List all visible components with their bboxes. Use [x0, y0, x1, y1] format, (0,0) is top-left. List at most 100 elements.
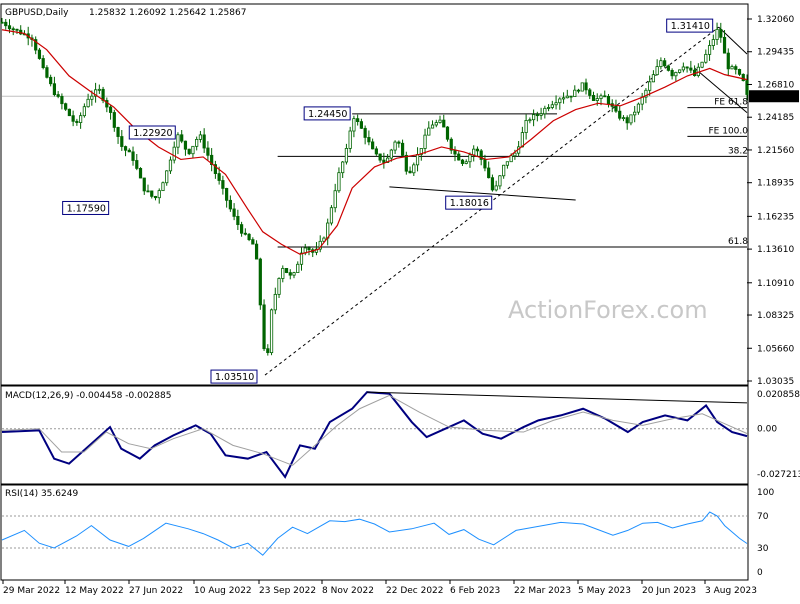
price-tick-label: 1.21560 — [757, 146, 794, 156]
candle-body — [146, 190, 150, 193]
macd-panel-frame — [0, 385, 749, 485]
rsi-tick-label: 0 — [757, 568, 763, 578]
candle-body — [292, 272, 296, 276]
x-tick-label: 12 May 2022 — [65, 586, 124, 596]
candle-body — [344, 148, 349, 163]
candle-body — [681, 66, 685, 71]
panel-frames — [0, 3, 749, 581]
candle-body — [535, 114, 539, 117]
candle-body — [689, 67, 693, 71]
candle-body — [505, 161, 510, 166]
candle-body — [520, 132, 524, 148]
candle-body — [479, 150, 483, 160]
level-label: 61.8 — [728, 237, 748, 247]
candle-body — [427, 127, 431, 136]
candle-body — [382, 159, 386, 163]
candle-body — [565, 95, 569, 99]
macd-divergence-line — [367, 391, 748, 404]
rsi-panel-frame — [0, 484, 749, 581]
candle-body — [11, 28, 15, 31]
candle-body — [367, 137, 371, 143]
candle-body — [655, 66, 659, 76]
watermark-text: ActionForex.com — [508, 296, 708, 324]
candle-body — [445, 126, 450, 140]
candle-body — [157, 190, 161, 199]
candle-body — [674, 72, 678, 77]
price-label-box — [128, 125, 176, 140]
candle-body — [397, 141, 401, 144]
candle-body — [191, 145, 195, 155]
candle-body — [243, 232, 247, 235]
candle-body — [659, 60, 663, 68]
candle-body — [273, 293, 277, 311]
candle-body — [49, 76, 53, 85]
candle-body — [41, 58, 45, 69]
candle-body — [341, 161, 345, 174]
candle-body — [52, 83, 57, 95]
candle-body — [636, 103, 641, 113]
candle-body — [430, 124, 435, 129]
candle-body — [82, 106, 86, 117]
candle-body — [79, 115, 83, 123]
candle-body — [348, 130, 352, 149]
candle-body — [299, 252, 304, 265]
x-tick-label: 23 Sep 2022 — [259, 586, 316, 596]
candle-body — [217, 173, 221, 181]
candle-body — [438, 119, 442, 123]
candle-body — [741, 73, 745, 81]
candle-body — [371, 141, 375, 150]
candle-body — [663, 60, 667, 67]
candle-body — [180, 134, 184, 142]
candle-body — [258, 258, 262, 306]
candle-body — [475, 148, 480, 152]
candle-body — [408, 170, 412, 174]
candle-body — [554, 102, 558, 106]
candle-body — [464, 161, 468, 164]
candle-body — [67, 108, 71, 117]
candle-body — [135, 160, 139, 169]
price-label-box — [303, 106, 351, 121]
candle-body — [221, 180, 225, 189]
candle-body — [404, 154, 408, 172]
x-tick-label: 22 Dec 2022 — [386, 586, 444, 596]
candle-body — [651, 74, 656, 83]
current-price-text: 1.25867 — [752, 93, 789, 103]
candle-body — [442, 119, 446, 128]
candle-body — [483, 159, 487, 169]
rsi-title: RSI(14) 35.6249 — [5, 489, 78, 499]
candle-body — [356, 118, 360, 123]
candle-body — [457, 153, 461, 161]
candle-body — [138, 168, 143, 179]
price-tick-label: 1.03035 — [757, 377, 794, 387]
price-label-text: 1.18016 — [450, 198, 489, 209]
price-label-box — [210, 369, 258, 384]
candle-body — [374, 148, 378, 155]
candle-body — [648, 81, 652, 91]
candle-body — [232, 208, 236, 217]
candle-body — [509, 155, 513, 163]
candle-body — [453, 149, 457, 155]
candle-body — [168, 159, 173, 172]
candle-body — [239, 224, 244, 234]
trendline-0 — [264, 26, 719, 376]
price-tick-label: 1.08325 — [757, 311, 794, 321]
candle-body — [45, 67, 49, 78]
candle-body — [183, 140, 188, 150]
candle-body — [419, 148, 423, 155]
price-tick-label: 1.32060 — [757, 15, 794, 25]
price-label-text: 1.17590 — [67, 203, 106, 214]
level-label: 38.2 — [728, 146, 748, 156]
candle-body — [131, 151, 135, 161]
macd-tick-label: 0.00 — [757, 425, 777, 435]
x-tick-label: 5 May 2023 — [578, 586, 631, 596]
candle-body — [202, 134, 206, 149]
candle-body — [247, 233, 251, 241]
level-label: FE 100.0 — [709, 126, 749, 136]
candle-body — [745, 80, 749, 95]
candle-body — [722, 36, 727, 54]
price-tick-label: 1.18935 — [757, 179, 794, 189]
rsi-line — [1, 511, 748, 556]
price-tick-label: 1.13610 — [757, 245, 794, 255]
price-tick-label: 1.16235 — [757, 212, 794, 222]
candle-body — [123, 146, 128, 151]
